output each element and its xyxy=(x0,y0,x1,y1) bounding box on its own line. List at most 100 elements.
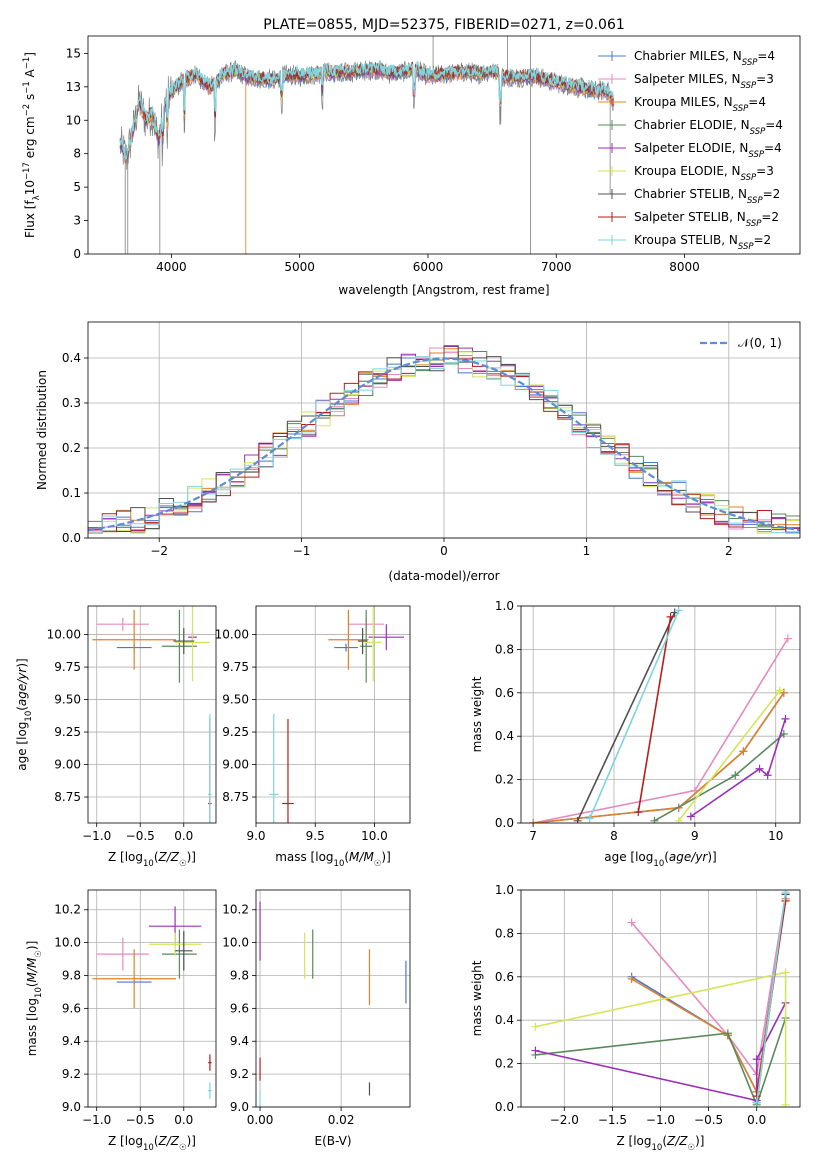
y-tick-label: 3 xyxy=(73,214,81,228)
y-tick-label: 9.8 xyxy=(62,968,81,982)
x-tick-label: 6000 xyxy=(413,260,444,274)
x-axis-label: mass [log10(M/M☉)] xyxy=(275,850,391,869)
y-tick-label: 0.8 xyxy=(495,926,514,940)
panel-age-vs-mass: 9.0 9.5 10.0 8.75 9.00 9.25 9.50 9.75 10.00 mass … xyxy=(215,605,411,869)
x-axis-label: wavelength [Angstrom, rest frame] xyxy=(338,283,549,297)
x-tick-label: 7 xyxy=(529,829,537,843)
y-axis-label: Flux [fλ10−17 erg cm−2 s−1 A−1] xyxy=(22,52,42,238)
y-tick-label: 9.2 xyxy=(230,1067,249,1081)
mass-weight-marker xyxy=(634,808,643,817)
plot-area xyxy=(88,345,800,534)
mass-weight-marker xyxy=(650,816,659,823)
legend-label: Kroupa MILES, NSSP=4 xyxy=(634,95,766,114)
data-point xyxy=(208,1082,212,1099)
y-tick-label: 9.50 xyxy=(54,693,81,707)
y-tick-label: 9.8 xyxy=(230,968,249,982)
chart-title: PLATE=0855, MJD=52375, FIBERID=0271, z=0… xyxy=(263,17,625,33)
mass-weight-marker xyxy=(686,812,695,821)
data-point xyxy=(175,606,210,682)
legend-label: Kroupa ELODIE, NSSP=3 xyxy=(634,164,774,183)
data-point xyxy=(96,617,149,631)
x-tick-label: −0.5 xyxy=(126,1113,155,1127)
mass-weight-marker xyxy=(781,1100,790,1107)
y-tick-label: 10.0 xyxy=(222,936,249,950)
x-tick-label: −2.0 xyxy=(550,1113,579,1127)
mass-weight-marker xyxy=(752,1055,761,1064)
x-axis-label: (data-model)/error xyxy=(388,569,499,583)
mass-weight-marker xyxy=(781,890,790,897)
mass-weight-marker xyxy=(775,686,784,695)
axes-frame xyxy=(87,605,217,824)
x-axis-label: E(B-V) xyxy=(314,1134,351,1148)
mass-weight-marker xyxy=(627,974,636,983)
panels: 4000 5000 6000 7000 80000358101315PLATE=0855… xyxy=(15,17,801,1153)
panel-spectrum: 4000 5000 6000 7000 8000 0 3 5 8 10 13 15 PLATE=0855… xyxy=(22,17,801,297)
y-tick-label: 0.2 xyxy=(62,441,81,455)
data-point xyxy=(173,628,195,655)
mass-weight-line xyxy=(588,609,680,820)
x-tick-label: −1.5 xyxy=(598,1113,627,1127)
mass-weight-line xyxy=(535,1002,787,1102)
x-tick-label: 9 xyxy=(691,829,699,843)
y-axis-label: Normed distribution xyxy=(35,370,49,490)
plot-area xyxy=(119,36,615,254)
y-tick-label: 9.4 xyxy=(62,1034,81,1048)
panel-mass-vs-Z: −1.0 −0.5 0.0 9.0 9.2 9.4 9.6 9.8 10.0 10.2 Z [log… xyxy=(25,889,217,1153)
x-tick-label: 0.00 xyxy=(247,1113,274,1127)
residual-histogram xyxy=(88,357,800,533)
axes-frame xyxy=(520,889,801,1108)
data-point xyxy=(148,932,202,956)
data-point xyxy=(162,929,197,979)
plot-area xyxy=(92,906,212,1099)
y-tick-label: 8.75 xyxy=(54,790,81,804)
x-tick-label: 0.02 xyxy=(328,1113,355,1127)
mass-weight-marker xyxy=(763,771,772,780)
legend: 𝒩(0, 1) xyxy=(700,336,782,350)
y-tick-label: 0.2 xyxy=(495,773,514,787)
data-point xyxy=(368,624,405,651)
legend-label: Chabrier STELIB, NSSP=2 xyxy=(634,187,780,206)
y-tick-label: 9.0 xyxy=(62,1100,81,1114)
legend: Chabrier MILES, NSSP=4 Salpeter MILES, NS… xyxy=(598,49,783,252)
x-tick-label: 0.0 xyxy=(747,1113,766,1127)
mass-weight-marker xyxy=(752,1098,761,1107)
x-tick-label: −1.0 xyxy=(82,1113,111,1127)
y-tick-label: 10 xyxy=(66,113,81,127)
mass-weight-marker xyxy=(723,1029,732,1038)
data-point xyxy=(92,949,176,1009)
data-point xyxy=(208,713,212,823)
y-axis-label: mass weight xyxy=(470,676,484,752)
data-point xyxy=(208,1054,212,1071)
panel-mass-weight-vs-age: 7 8 9 10 0.0 0.2 0.4 0.6 0.8 1.0 age [log10(age/yr… xyxy=(470,599,801,869)
x-tick-label: 9.0 xyxy=(246,829,265,843)
mass-weight-marker xyxy=(531,1046,540,1055)
x-tick-label: 0.0 xyxy=(174,829,193,843)
axes-frame xyxy=(520,605,801,824)
plot-area xyxy=(259,901,407,1107)
x-tick-label: 9.5 xyxy=(306,829,325,843)
data-point xyxy=(92,609,176,670)
x-tick-label: 0 xyxy=(440,544,448,558)
x-tick-label: −1.0 xyxy=(82,829,111,843)
y-tick-label: 0.3 xyxy=(62,396,81,410)
panel-mass-vs-ebv: 0.00 0.02 9.0 9.2 9.4 9.6 9.8 10.0 10.2 E(B-V) xyxy=(222,889,411,1148)
x-tick-label: −0.5 xyxy=(126,829,155,843)
y-tick-label: 0.0 xyxy=(62,531,81,545)
x-tick-label: 0.0 xyxy=(174,1113,193,1127)
mass-weight-marker xyxy=(781,714,790,723)
plot-area xyxy=(529,606,792,823)
y-tick-label: 9.25 xyxy=(222,725,249,739)
y-tick-label: 10.0 xyxy=(54,936,81,950)
y-tick-label: 0.2 xyxy=(495,1057,514,1071)
plot-area xyxy=(531,890,790,1107)
legend-label: Salpeter STELIB, NSSP=2 xyxy=(634,210,779,229)
y-tick-label: 9.2 xyxy=(62,1067,81,1081)
mass-weight-line xyxy=(630,894,787,1077)
axes-frame xyxy=(87,889,217,1108)
y-tick-label: 5 xyxy=(73,180,81,194)
y-tick-label: 0.4 xyxy=(495,729,514,743)
mass-weight-marker xyxy=(739,747,748,756)
y-tick-label: 9.00 xyxy=(222,758,249,772)
y-tick-label: 9.75 xyxy=(222,660,249,674)
